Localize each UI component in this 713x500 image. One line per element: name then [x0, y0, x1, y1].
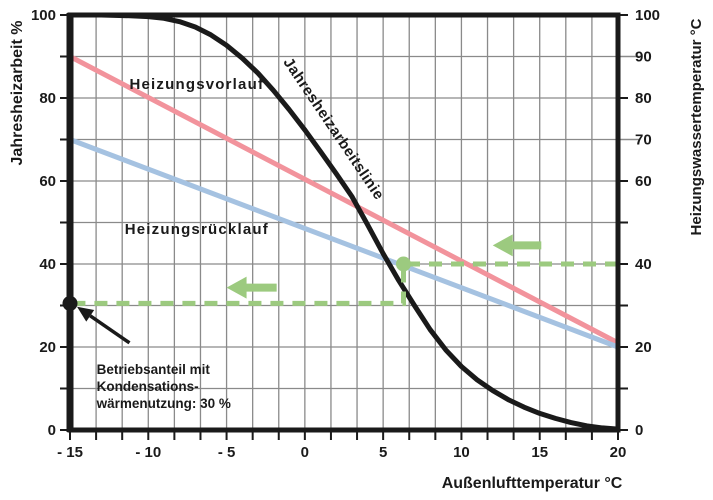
guide-dashed-path: [70, 261, 618, 306]
y-left-tick-label: 20: [39, 339, 56, 356]
x-axis-tick-label: - 10: [135, 444, 161, 461]
y-right-tick-label: 70: [635, 132, 652, 149]
series-label-heizungsvorlauf: Heizungsvorlauf: [129, 76, 264, 93]
note-arrow-head: [77, 306, 95, 322]
y-right-tick-label: 90: [635, 49, 652, 66]
axis-ticks: [60, 14, 640, 440]
x-axis-tick-label: - 5: [218, 444, 236, 461]
reading-point-marker: [395, 256, 411, 272]
y-right-tick-label: 60: [635, 173, 652, 190]
series-heizungsvorlauf: [67, 54, 621, 346]
x-axis-tick-label: 15: [531, 444, 548, 461]
y-left-tick-label: 80: [39, 90, 56, 107]
left-arrow-icon: [492, 234, 542, 257]
y-left-tick-label: 100: [31, 7, 56, 24]
y-left-axis-title: Jahresheizarbeit %: [9, 21, 26, 166]
x-axis-tick-label: 5: [379, 444, 387, 461]
y-right-tick-label: 0: [635, 422, 643, 439]
y-right-tick-label: 20: [635, 339, 652, 356]
series-jahresheizarbeitslinie: [67, 12, 621, 432]
y-right-tick-label: 100: [635, 7, 660, 24]
y-left-tick-label: 0: [48, 422, 56, 439]
x-axis-tick-label: 0: [301, 444, 309, 461]
note-arrow-line: [89, 314, 131, 345]
y-left-tick-label: 40: [39, 256, 56, 273]
x-axis-tick-label: 10: [453, 444, 470, 461]
x-axis-title: Außenlufttemperatur °C: [442, 475, 623, 492]
y-right-tick-label: 40: [635, 256, 652, 273]
note-line: Kondensations-: [97, 379, 199, 394]
y-right-axis-title: Heizungswassertemperatur °C: [688, 18, 705, 235]
series-label-heizungsrcklauf: Heizungsrücklauf: [125, 221, 269, 238]
axis-result-marker: [62, 295, 78, 311]
x-axis-tick-label: 20: [610, 444, 627, 461]
y-right-tick-label: 80: [635, 90, 652, 107]
note-line: wärmenutzung: 30 %: [96, 396, 231, 411]
series-heizungsruecklauf: [67, 137, 621, 350]
x-axis-tick-label: - 15: [57, 444, 83, 461]
y-left-tick-label: 60: [39, 173, 56, 190]
note-line: Betriebsanteil mit: [97, 362, 211, 377]
note-text: Betriebsanteil mit Kondensations-wärmenut…: [96, 362, 231, 411]
left-arrow-icon: [226, 276, 277, 299]
